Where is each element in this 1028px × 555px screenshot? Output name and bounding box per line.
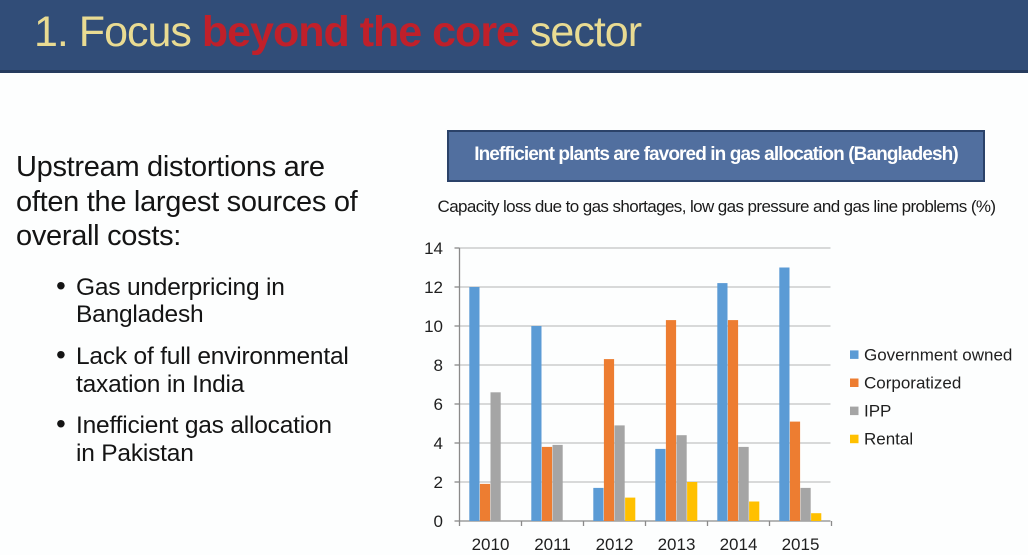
svg-text:Rental: Rental (864, 430, 913, 449)
svg-text:2015: 2015 (782, 535, 820, 554)
svg-text:2010: 2010 (472, 535, 510, 554)
svg-text:6: 6 (434, 395, 443, 414)
svg-text:Government owned: Government owned (864, 345, 1012, 364)
svg-text:Corporatized: Corporatized (864, 374, 961, 393)
svg-text:14: 14 (424, 239, 443, 258)
svg-text:IPP: IPP (864, 402, 891, 421)
svg-text:12: 12 (424, 278, 443, 297)
svg-text:2014: 2014 (720, 535, 758, 554)
svg-text:10: 10 (424, 317, 443, 336)
svg-text:0: 0 (434, 512, 443, 531)
svg-text:2011: 2011 (534, 535, 571, 554)
svg-text:2: 2 (434, 473, 443, 492)
svg-text:8: 8 (434, 356, 443, 375)
svg-text:4: 4 (434, 434, 443, 453)
svg-text:2012: 2012 (596, 535, 634, 554)
svg-text:2013: 2013 (658, 535, 696, 554)
